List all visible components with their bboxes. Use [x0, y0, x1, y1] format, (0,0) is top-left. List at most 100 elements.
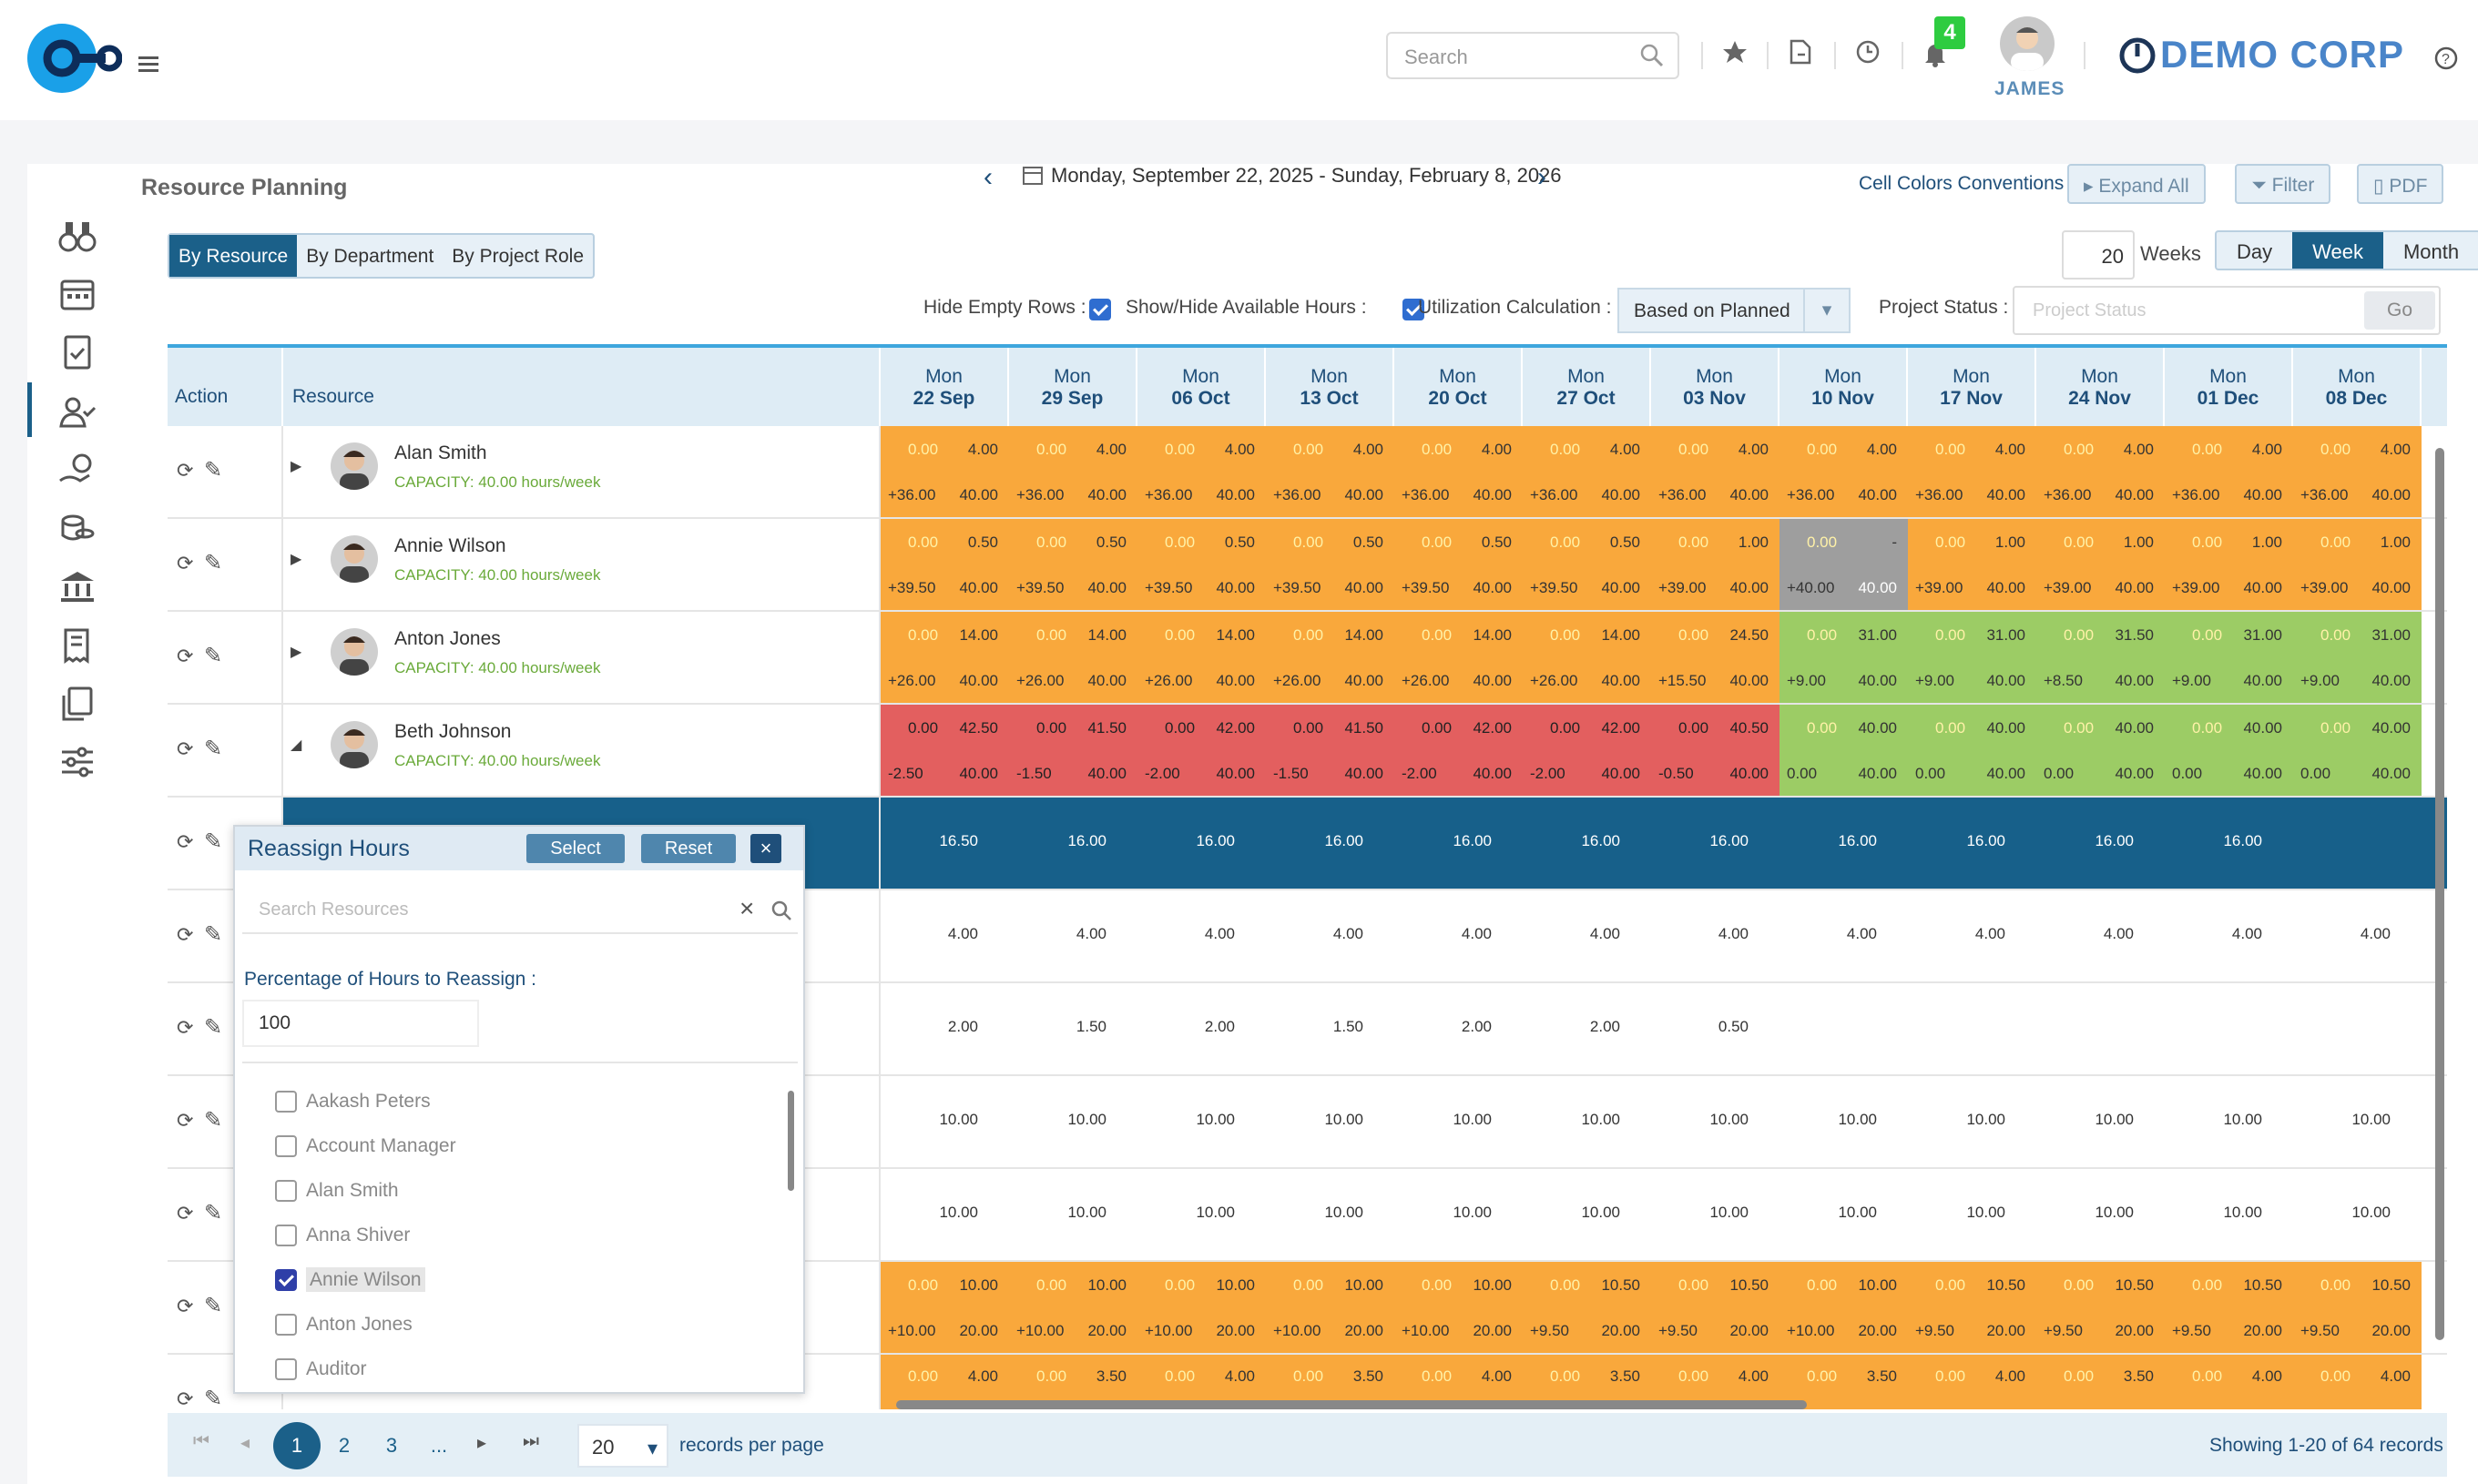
week-cell[interactable]: 0.00 42.00 -2.00 40.00	[1137, 705, 1266, 796]
week-cell[interactable]: 0.00 42.00 -2.00 40.00	[1523, 705, 1651, 796]
refresh-icon[interactable]: ⟳	[177, 1202, 194, 1225]
filter-button[interactable]: ⏷ Filter	[2235, 164, 2331, 204]
week-cell[interactable]: 10.00	[1908, 1169, 2036, 1260]
checkbox[interactable]	[275, 1091, 297, 1113]
week-cell[interactable]: 0.00 10.00 +10.00 20.00	[1266, 1262, 1394, 1353]
week-cell[interactable]: 0.00 - +40.00 40.00	[1779, 519, 1908, 610]
pdf-button[interactable]: ▯ PDF	[2357, 164, 2444, 204]
week-cell[interactable]: 10.00	[1009, 1076, 1137, 1167]
week-cell[interactable]: 4.00	[881, 890, 1009, 981]
week-cell[interactable]: 0.00 4.00 +36.00 40.00	[1523, 426, 1651, 517]
page-number[interactable]: 2	[338, 1434, 351, 1457]
week-cell[interactable]: 2.00	[881, 983, 1009, 1074]
week-cell[interactable]: 10.00	[1266, 1076, 1394, 1167]
week-cell[interactable]: 10.00	[2165, 1169, 2293, 1260]
week-cell[interactable]: 0.00 10.00 +10.00 20.00	[881, 1262, 1009, 1353]
resource-name[interactable]: Anton Jones	[394, 628, 501, 649]
week-cell[interactable]: 0.00 4.00	[1908, 1355, 2036, 1409]
week-cell[interactable]: 10.00	[1523, 1169, 1651, 1260]
week-button[interactable]: Week	[2292, 232, 2383, 269]
week-cell[interactable]: 16.00	[1908, 798, 2036, 889]
expand-icon[interactable]: ▶	[291, 645, 302, 660]
week-cell[interactable]: 0.00 31.00 +9.00 40.00	[2165, 612, 2293, 703]
invoice-icon[interactable]	[56, 625, 98, 666]
week-cell[interactable]: 0.00 41.50 -1.50 40.00	[1009, 705, 1137, 796]
week-cell[interactable]: 0.00 14.00 +26.00 40.00	[1523, 612, 1651, 703]
week-cell[interactable]: 0.00 10.50 +9.50 20.00	[1651, 1262, 1779, 1353]
week-cell[interactable]: 0.00 31.00 +9.00 40.00	[1908, 612, 2036, 703]
refresh-icon[interactable]: ⟳	[177, 1016, 194, 1039]
star-icon[interactable]	[1721, 38, 1749, 66]
edit-icon[interactable]: ✎	[204, 1387, 223, 1409]
day-button[interactable]: Day	[2237, 240, 2273, 263]
tab-by-project-role[interactable]: By Project Role	[452, 246, 585, 267]
week-cell[interactable]: 10.00	[1908, 1076, 2036, 1167]
week-cell[interactable]: 0.00 14.00 +26.00 40.00	[1137, 612, 1266, 703]
week-cell[interactable]: 10.00	[2293, 1169, 2422, 1260]
week-cell[interactable]: 16.00	[2165, 798, 2293, 889]
prev-page-icon[interactable]: ◂	[240, 1433, 250, 1453]
resource-search-input[interactable]: Search Resources ×	[242, 887, 798, 934]
week-cell[interactable]: 1.50	[1266, 983, 1394, 1074]
week-cell[interactable]: 1.50	[1009, 983, 1137, 1074]
table-row[interactable]: ⟳ ✎ ▶ Alan Smith CAPACITY: 40.00 hours/wee…	[168, 426, 2447, 519]
vertical-scrollbar[interactable]	[2435, 448, 2444, 1340]
week-cell[interactable]: 0.00 4.00 +36.00 40.00	[2036, 426, 2165, 517]
edit-icon[interactable]: ✎	[204, 1201, 223, 1225]
week-cell[interactable]: 16.50	[881, 798, 1009, 889]
resource-option[interactable]: Account Manager	[275, 1135, 456, 1158]
last-page-icon[interactable]: ⏭	[523, 1431, 539, 1451]
week-cell[interactable]: 0.00 40.00 0.00 40.00	[2036, 705, 2165, 796]
refresh-icon[interactable]: ⟳	[177, 459, 194, 482]
week-cell[interactable]	[2165, 983, 2293, 1074]
coins-icon[interactable]	[56, 508, 98, 550]
popup-select-button[interactable]: Select	[526, 834, 625, 863]
refresh-icon[interactable]: ⟳	[177, 1109, 194, 1132]
prev-arrow-icon[interactable]: ‹	[984, 162, 993, 192]
clock-icon[interactable]	[1854, 38, 1881, 66]
app-logo-icon[interactable]	[25, 22, 122, 97]
week-cell[interactable]: 0.00 40.00 0.00 40.00	[1908, 705, 2036, 796]
week-cell[interactable]: 0.00 4.00	[2293, 1355, 2422, 1409]
week-cell[interactable]: 10.00	[1137, 1169, 1266, 1260]
week-cell[interactable]: 0.00 31.00 +9.00 40.00	[1779, 612, 1908, 703]
week-cell[interactable]: 0.00 31.50 +8.50 40.00	[2036, 612, 2165, 703]
week-cell[interactable]: 0.00 14.00 +26.00 40.00	[1394, 612, 1523, 703]
week-cell[interactable]: 4.00	[1651, 890, 1779, 981]
checkbox[interactable]	[275, 1180, 297, 1203]
week-cell[interactable]: 10.00	[1779, 1076, 1908, 1167]
edit-icon[interactable]: ✎	[204, 644, 223, 668]
week-cell[interactable]: 4.00	[1009, 890, 1137, 981]
calendar-small-icon[interactable]	[1022, 164, 1044, 186]
week-cell[interactable]: 0.00 4.00 +36.00 40.00	[1009, 426, 1137, 517]
project-status-input[interactable]: Project Status Go	[2013, 286, 2441, 335]
week-cell[interactable]: 4.00	[1523, 890, 1651, 981]
resource-option[interactable]: Alan Smith	[275, 1180, 399, 1203]
week-cell[interactable]	[1908, 983, 2036, 1074]
week-cell[interactable]: 0.00 1.00 +39.00 40.00	[1651, 519, 1779, 610]
resource-option[interactable]: Auditor	[275, 1358, 367, 1381]
week-cell[interactable]: 0.00 0.50 +39.50 40.00	[1394, 519, 1523, 610]
edit-icon[interactable]: ✎	[204, 551, 223, 575]
refresh-icon[interactable]: ⟳	[177, 923, 194, 946]
help-icon[interactable]: ?	[2433, 46, 2459, 71]
week-cell[interactable]: 0.00 4.00 +36.00 40.00	[1908, 426, 2036, 517]
week-cell[interactable]: 0.00 1.00 +39.00 40.00	[2293, 519, 2422, 610]
tab-by-resource[interactable]: By Resource	[169, 235, 298, 277]
user-avatar[interactable]	[2000, 16, 2055, 71]
week-cell[interactable]: 0.00 24.50 +15.50 40.00	[1651, 612, 1779, 703]
per-page-select[interactable]: 20 ▾	[577, 1424, 668, 1468]
resource-name[interactable]: Beth Johnson	[394, 721, 512, 742]
refresh-icon[interactable]: ⟳	[177, 830, 194, 853]
edit-icon[interactable]: ✎	[204, 737, 223, 761]
week-cell[interactable]: 0.00 1.00 +39.00 40.00	[2165, 519, 2293, 610]
week-cell[interactable]	[1779, 983, 1908, 1074]
popup-close-icon[interactable]: ×	[750, 834, 781, 863]
week-cell[interactable]: 0.00 42.00 -2.00 40.00	[1394, 705, 1523, 796]
week-cell[interactable]: 0.00 14.00 +26.00 40.00	[1009, 612, 1137, 703]
week-cell[interactable]: 0.00 4.00 +36.00 40.00	[1394, 426, 1523, 517]
week-cell[interactable]: 16.00	[1651, 798, 1779, 889]
week-cell[interactable]: 10.00	[2165, 1076, 2293, 1167]
tab-by-department[interactable]: By Department	[306, 246, 434, 267]
collapse-icon[interactable]: ◢	[291, 737, 302, 753]
